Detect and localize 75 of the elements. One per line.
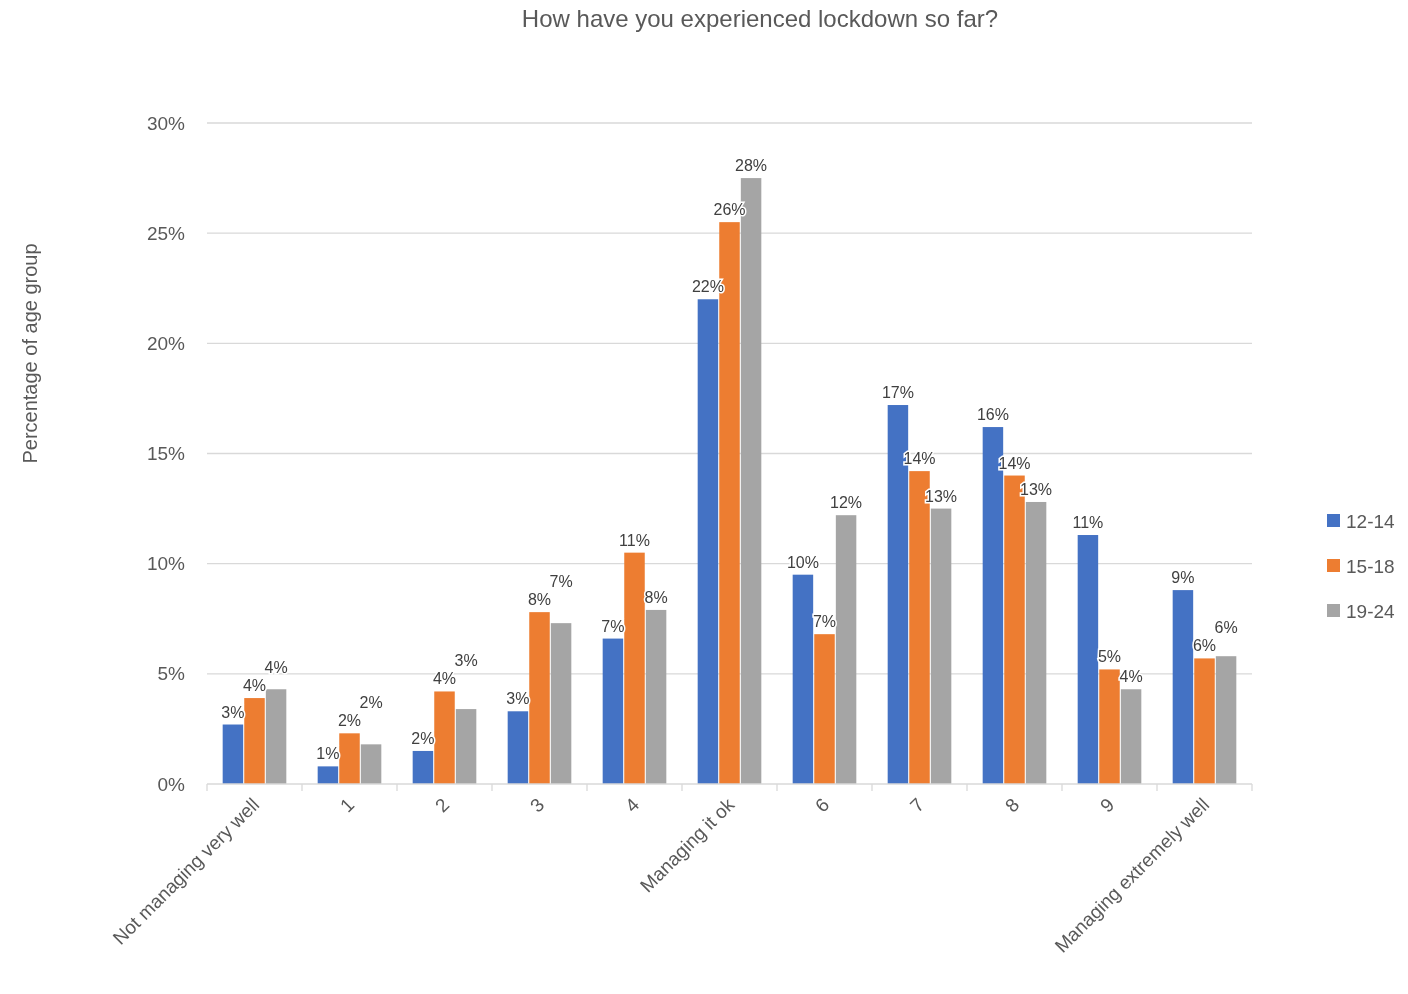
data-label: 3%: [506, 690, 530, 708]
bar: [697, 299, 719, 784]
x-tick-label: 9: [1096, 793, 1119, 817]
bar: [624, 552, 645, 784]
data-label: 11%: [619, 531, 650, 549]
bar: [244, 698, 265, 784]
bar: [550, 623, 572, 784]
bar: [529, 612, 550, 784]
data-label: 2%: [359, 694, 383, 712]
bar: [792, 574, 814, 784]
bar: [265, 689, 287, 784]
bar: [507, 711, 529, 784]
y-tick-label: 15%: [146, 443, 186, 465]
data-label: 12%: [830, 494, 863, 512]
bar: [1172, 590, 1194, 784]
data-label: 1%: [316, 745, 340, 763]
bar: [455, 709, 477, 784]
y-axis-title: Percentage of age group: [19, 243, 41, 464]
data-label: 3%: [454, 652, 478, 670]
x-tick-label: 3: [526, 793, 549, 817]
x-tick-label: 1: [336, 793, 359, 817]
bar: [1120, 689, 1142, 784]
bar: [602, 638, 624, 784]
data-label: 2%: [337, 712, 362, 730]
data-label: 4%: [432, 670, 457, 688]
data-label: 6%: [1192, 637, 1217, 655]
x-tick-label: 6: [811, 793, 834, 817]
legend-label: 19-24: [1346, 600, 1396, 622]
y-tick-label: 30%: [146, 112, 186, 134]
y-tick-label: 10%: [146, 553, 186, 575]
bar: [814, 634, 835, 784]
legend-label: 12-14: [1346, 510, 1396, 532]
bar: [222, 724, 244, 784]
y-tick-label: 20%: [146, 332, 186, 354]
data-label: 6%: [1214, 619, 1238, 637]
data-label: 26%: [713, 201, 746, 219]
data-label: 2%: [411, 729, 435, 747]
y-tick-label: 25%: [146, 222, 186, 244]
bar: [1025, 501, 1047, 784]
bar: [360, 744, 382, 784]
data-label: 10%: [786, 553, 819, 571]
data-label: 4%: [264, 659, 288, 677]
bar: [412, 750, 434, 784]
data-label: 7%: [812, 613, 837, 631]
data-label: 4%: [1119, 668, 1143, 686]
data-label: 17%: [881, 384, 914, 402]
bar: [835, 515, 857, 784]
bar: [645, 609, 667, 784]
bar: [1077, 535, 1099, 784]
bar: [1194, 658, 1215, 784]
bar: [1215, 656, 1237, 784]
data-label: 8%: [527, 591, 552, 609]
x-tick-label: 4: [621, 793, 644, 817]
x-tick-label: 7: [906, 793, 929, 817]
data-label: 4%: [242, 677, 267, 695]
data-label: 11%: [1072, 514, 1104, 532]
bar: [339, 733, 360, 784]
bar: [434, 691, 455, 784]
data-label: 16%: [976, 406, 1009, 424]
legend-label: 15-18: [1346, 555, 1395, 577]
y-tick-label: 5%: [157, 663, 186, 685]
x-tick-label: 8: [1001, 793, 1024, 817]
data-label: 7%: [601, 617, 625, 635]
data-label: 3%: [221, 703, 245, 721]
data-label: 7%: [549, 573, 573, 591]
bar: [930, 508, 952, 784]
data-label: 5%: [1097, 648, 1122, 666]
x-tick-label: 2: [431, 793, 454, 817]
y-tick-label: 0%: [157, 773, 186, 795]
chart-title: How have you experienced lockdown so far?: [521, 5, 999, 32]
data-label: 8%: [644, 588, 668, 606]
data-label: 9%: [1171, 569, 1195, 587]
bar: [1099, 669, 1120, 784]
bar: [317, 766, 339, 784]
data-label: 28%: [735, 157, 768, 175]
